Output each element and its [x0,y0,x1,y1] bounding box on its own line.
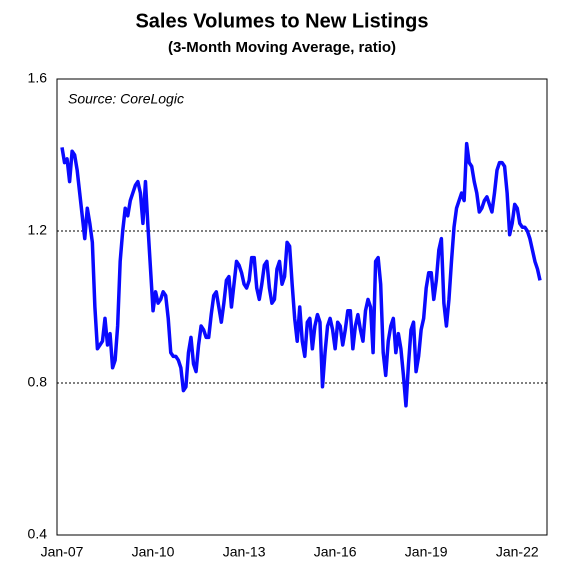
data-line [60,141,542,408]
y-tick-label: 0.4 [28,526,48,542]
x-tick-label: Jan-13 [223,544,266,560]
x-tick-label: Jan-16 [314,544,357,560]
y-tick-label: 1.2 [28,222,48,238]
x-tick-label: Jan-10 [132,544,175,560]
x-tick-label: Jan-07 [41,544,84,560]
y-tick-label: 1.6 [28,70,48,86]
x-tick-label: Jan-19 [405,544,448,560]
plot-frame [56,78,548,536]
chart-title: Sales Volumes to New Listings [135,10,428,32]
chart-subtitle: (3-Month Moving Average, ratio) [168,39,396,56]
y-tick-label: 0.8 [28,374,48,390]
x-tick-label: Jan-22 [496,544,539,560]
source-note: Source: CoreLogic [68,91,184,107]
